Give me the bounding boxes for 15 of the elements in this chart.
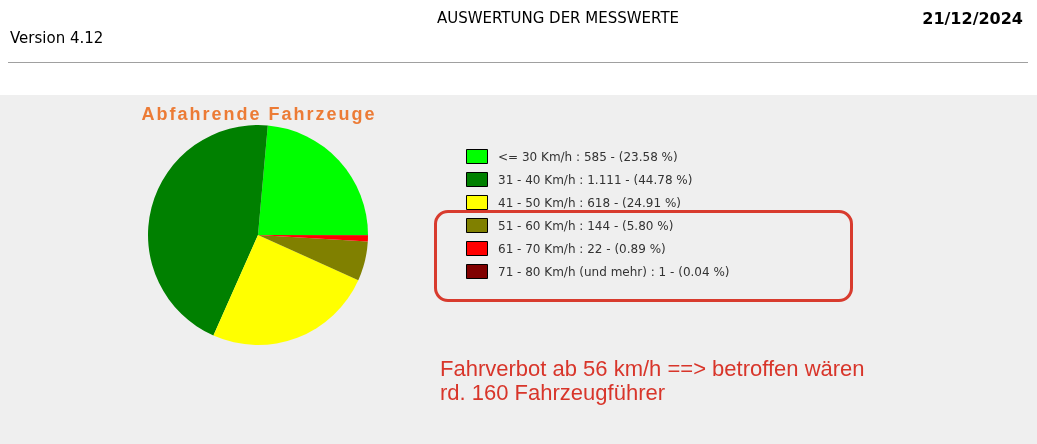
text: Fahrverbot ab 56 km/h ==> betroffen wären rd. 160 Fahrzeugführer (440, 356, 866, 405)
pie-slice (258, 125, 368, 235)
legend-label: 41 - 50 Km/h : 618 - (24.91 %) (498, 195, 681, 210)
legend-label: <= 30 Km/h : 585 - (23.58 %) (498, 149, 678, 164)
text: AUSWERTUNG DER MESSWERTE (435, 9, 681, 27)
text: 21/12/2024 (922, 9, 1023, 28)
pie-slice (213, 235, 359, 345)
pie-slice (148, 125, 268, 336)
legend-label: 51 - 60 Km/h : 144 - (5.80 %) (498, 218, 674, 233)
text: Version 4.12 (10, 29, 104, 47)
chart-title: Abfahrende Fahrzeuge (140, 104, 378, 125)
legend-label: 61 - 70 Km/h : 22 - (0.89 %) (498, 241, 666, 256)
legend-label: 71 - 80 Km/h (und mehr) : 1 - (0.04 %) (498, 264, 730, 279)
pie-slice (258, 235, 368, 281)
legend-label: 31 - 40 Km/h : 1.111 - (44.78 %) (498, 172, 693, 187)
